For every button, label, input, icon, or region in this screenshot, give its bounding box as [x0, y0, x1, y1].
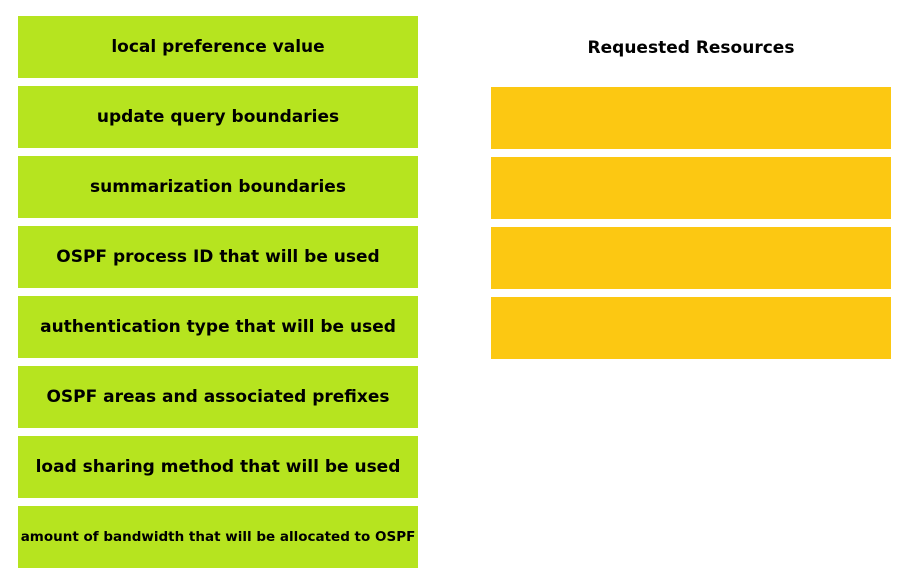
target-slot-1[interactable] [491, 87, 891, 149]
target-slot-3[interactable] [491, 227, 891, 289]
source-item-local-preference-value[interactable]: local preference value [18, 16, 418, 78]
target-slot-4[interactable] [491, 297, 891, 359]
source-item-ospf-process-id[interactable]: OSPF process ID that will be used [18, 226, 418, 288]
target-title: Requested Resources [587, 38, 795, 58]
source-item-ospf-areas-prefixes[interactable]: OSPF areas and associated prefixes [18, 366, 418, 428]
source-item-update-query-boundaries[interactable]: update query boundaries [18, 86, 418, 148]
source-items-list: local preference value update query boun… [18, 16, 418, 576]
source-item-load-sharing-method[interactable]: load sharing method that will be used [18, 436, 418, 498]
source-item-authentication-type[interactable]: authentication type that will be used [18, 296, 418, 358]
source-item-summarization-boundaries[interactable]: summarization boundaries [18, 156, 418, 218]
target-slots-list [491, 87, 891, 367]
source-item-bandwidth-allocation[interactable]: amount of bandwidth that will be allocat… [18, 506, 418, 568]
target-slot-2[interactable] [491, 157, 891, 219]
